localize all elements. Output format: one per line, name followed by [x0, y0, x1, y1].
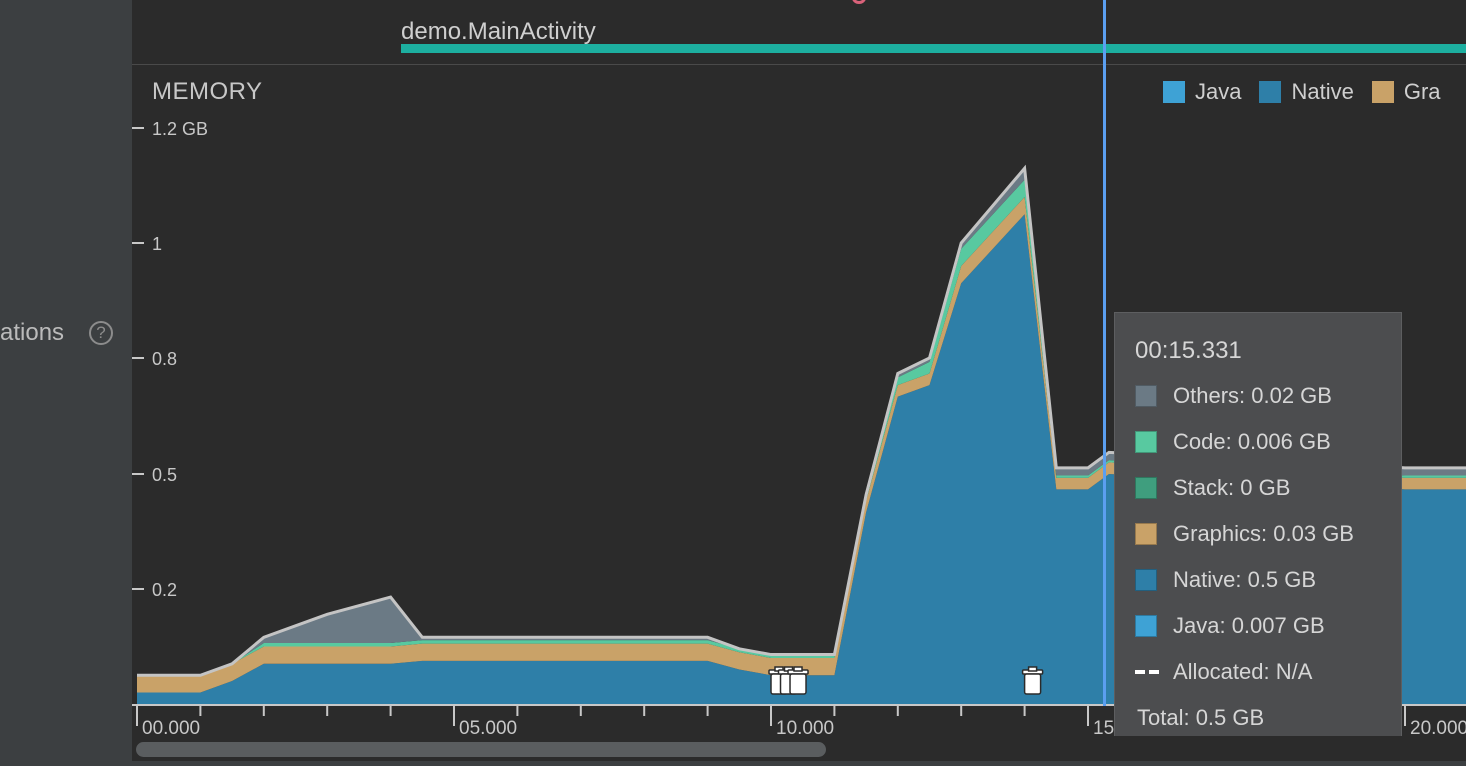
dashed-line-icon — [1135, 670, 1159, 674]
tooltip-label-others: Others: 0.02 GB — [1173, 383, 1332, 409]
tooltip-label-code: Code: 0.006 GB — [1173, 429, 1331, 455]
scrollbar-thumb[interactable] — [136, 742, 826, 757]
tooltip-swatch-graphics — [1135, 523, 1157, 545]
gc-event-trash-icon[interactable] — [1023, 667, 1043, 694]
y-tick-label: 0.5 — [152, 465, 177, 485]
tooltip-swatch-native — [1135, 569, 1157, 591]
tooltip-swatch-others — [1135, 385, 1157, 407]
tooltip-row-others: Others: 0.02 GB — [1135, 383, 1332, 409]
tooltip-row-java: Java: 0.007 GB — [1135, 613, 1325, 639]
tooltip-row-graphics: Graphics: 0.03 GB — [1135, 521, 1354, 547]
tooltip-label-stack: Stack: 0 GB — [1173, 475, 1290, 501]
y-tick-label: 0.8 — [152, 349, 177, 369]
timeline-cursor[interactable] — [1103, 0, 1106, 706]
bottom-border — [0, 761, 1466, 766]
tooltip-row-native: Native: 0.5 GB — [1135, 567, 1316, 593]
y-tick-label: 1.2 GB — [152, 119, 208, 139]
tooltip-swatch-java — [1135, 615, 1157, 637]
tooltip-row-code: Code: 0.006 GB — [1135, 429, 1331, 455]
tooltip-swatch-stack — [1135, 477, 1157, 499]
tooltip-swatch-code — [1135, 431, 1157, 453]
tooltip-label-java: Java: 0.007 GB — [1173, 613, 1325, 639]
memory-tooltip: 00:15.331 Others: 0.02 GB Code: 0.006 GB… — [1114, 312, 1402, 750]
tooltip-label-native: Native: 0.5 GB — [1173, 567, 1316, 593]
tooltip-row-allocated: Allocated: N/A — [1135, 659, 1312, 685]
gc-event-trash-icon[interactable] — [788, 667, 808, 694]
tooltip-total: Total: 0.5 GB — [1137, 705, 1264, 731]
tooltip-label-graphics: Graphics: 0.03 GB — [1173, 521, 1354, 547]
y-tick-label: 0.2 — [152, 580, 177, 600]
tooltip-time: 00:15.331 — [1135, 337, 1242, 365]
tooltip-row-stack: Stack: 0 GB — [1135, 475, 1290, 501]
y-tick-label: 1 — [152, 234, 162, 254]
tooltip-label-allocated: Allocated: N/A — [1173, 659, 1312, 685]
